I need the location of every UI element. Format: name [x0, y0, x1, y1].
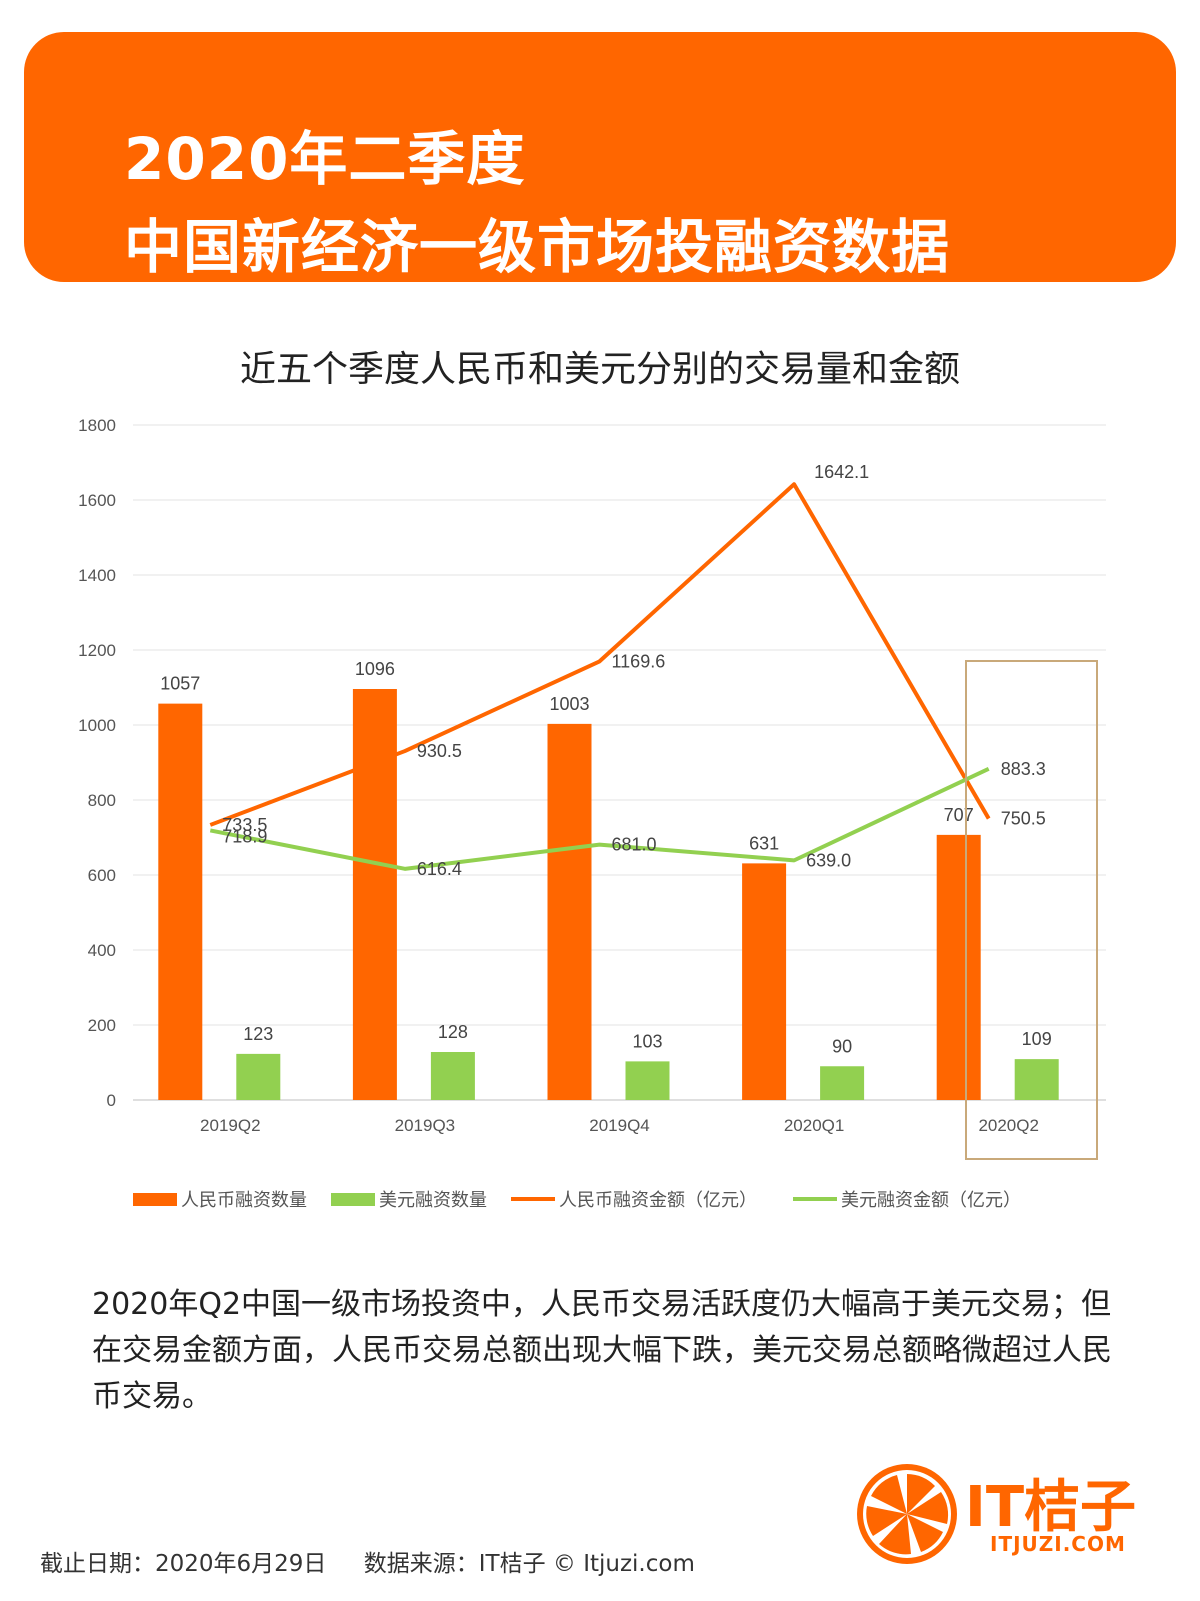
header-banner: 2020年二季度 中国新经济一级市场投融资数据 [24, 32, 1176, 282]
chart-title: 近五个季度人民币和美元分别的交易量和金额 [239, 349, 960, 390]
brand-logo: IT桔子 ITJUZI.COM [855, 1462, 1155, 1572]
x-tick-label-2019Q2: 2019Q2 [200, 1116, 261, 1135]
data-label-rmb-count-2020Q1: 631 [749, 833, 779, 853]
logo-name: IT桔子 [965, 1475, 1137, 1540]
data-label-rmb-amount-2020Q1: 1642.1 [814, 462, 869, 482]
orange-slice-icon [857, 1464, 957, 1564]
legend-item-rmb-amount: 人民币融资金额（亿元） [511, 1186, 757, 1212]
line-usd-amount [209, 766, 990, 871]
data-label-usd-amount-2020Q2: 883.3 [1001, 759, 1046, 779]
y-tick-label-1400: 1400 [78, 566, 116, 585]
y-tick-label-1200: 1200 [78, 641, 116, 660]
legend-label-usd-amount: 美元融资金额（亿元） [841, 1190, 1021, 1211]
summary-text: 2020年Q2中国一级市场投资中，人民币交易活跃度仍大幅高于美元交易；但在交易金… [92, 1287, 1112, 1414]
data-label-usd-count-2019Q4: 103 [632, 1031, 662, 1051]
bar-usd-count-2020Q2 [1014, 1059, 1059, 1100]
page-title-line-2: 中国新经济一级市场投融资数据 [124, 213, 951, 281]
y-tick-label-0: 0 [107, 1091, 116, 1110]
footer: 截止日期：2020年6月29日 数据来源：IT桔子 © Itjuzi.com [40, 1544, 725, 1578]
legend-swatch-rmb-count [133, 1192, 177, 1206]
y-tick-label-1800: 1800 [78, 416, 116, 435]
data-label-rmb-count-2019Q3: 1096 [355, 659, 395, 679]
data-label-usd-count-2020Q2: 109 [1022, 1029, 1052, 1049]
bar-rmb-count-2019Q4 [547, 723, 592, 1100]
combo-chart: 0 200 400 600 800 1000 1200 1400 1600 1800 1057 123… [78, 416, 1106, 1135]
legend-swatch-usd-amount [793, 1197, 837, 1201]
legend-item-usd-amount: 美元融资金额（亿元） [793, 1186, 1021, 1212]
bar-usd-count-2019Q2 [236, 1053, 281, 1100]
x-tick-label-2020Q1: 2020Q1 [784, 1116, 845, 1135]
y-tick-label-1000: 1000 [78, 716, 116, 735]
y-tick-label-200: 200 [88, 1016, 116, 1035]
data-label-usd-count-2019Q2: 123 [243, 1024, 273, 1044]
data-label-rmb-count-2019Q2: 1057 [160, 674, 200, 694]
data-label-usd-amount-2019Q2: 718.9 [222, 826, 267, 846]
page-title-line-1: 2020年二季度 [124, 125, 526, 193]
data-label-rmb-amount-2019Q4: 1169.6 [612, 651, 666, 671]
highlight-box-2020q2 [965, 660, 1098, 1160]
data-label-usd-count-2020Q1: 90 [832, 1036, 852, 1056]
bar-usd-count-2019Q4 [625, 1061, 670, 1100]
footer-source: 数据来源：IT桔子 © Itjuzi.com [363, 1551, 695, 1577]
bar-usd-count-2020Q1 [820, 1066, 865, 1100]
data-label-rmb-amount-2019Q2: 733.5 [222, 815, 267, 835]
x-tick-label-2020Q2: 2020Q2 [978, 1116, 1039, 1135]
legend-swatch-rmb-amount [511, 1197, 555, 1201]
x-tick-label-2019Q3: 2019Q3 [395, 1116, 456, 1135]
data-label-usd-amount-2019Q3: 616.4 [417, 859, 462, 879]
bar-rmb-count-2020Q1 [742, 863, 787, 1100]
chart-legend: 人民币融资数量 美元融资数量 人民币融资金额（亿元） 美元融资金额（亿元） [133, 1184, 1021, 1214]
bar-usd-count-2019Q3 [430, 1052, 475, 1100]
bar-rmb-count-2019Q3 [352, 689, 397, 1100]
legend-item-usd-count: 美元融资数量 [331, 1186, 487, 1212]
bar-rmb-count-2020Q2 [936, 834, 981, 1100]
y-tick-label-800: 800 [88, 791, 116, 810]
bar-rmb-count-2019Q2 [158, 703, 203, 1100]
legend-label-rmb-amount: 人民币融资金额（亿元） [559, 1190, 757, 1211]
y-tick-label-600: 600 [88, 866, 116, 885]
legend-label-rmb-count: 人民币融资数量 [181, 1190, 307, 1211]
data-label-rmb-amount-2019Q3: 930.5 [417, 741, 462, 761]
y-tick-label-400: 400 [88, 941, 116, 960]
data-label-rmb-amount-2020Q2: 750.5 [1001, 809, 1046, 829]
legend-item-rmb-count: 人民币融资数量 [133, 1186, 307, 1212]
y-tick-label-1600: 1600 [78, 491, 116, 510]
logo-domain: ITJUZI.COM [990, 1532, 1126, 1556]
data-label-usd-amount-2019Q4: 681.0 [612, 835, 657, 855]
data-label-rmb-count-2019Q4: 1003 [549, 694, 589, 714]
x-tick-label-2019Q4: 2019Q4 [589, 1116, 650, 1135]
data-label-usd-count-2019Q3: 128 [438, 1022, 468, 1042]
legend-label-usd-count: 美元融资数量 [379, 1190, 487, 1211]
data-label-usd-amount-2020Q1: 639.0 [806, 850, 851, 870]
legend-swatch-usd-count [331, 1192, 375, 1206]
footer-date: 截止日期：2020年6月29日 [40, 1551, 327, 1577]
line-rmb-amount [209, 482, 991, 827]
